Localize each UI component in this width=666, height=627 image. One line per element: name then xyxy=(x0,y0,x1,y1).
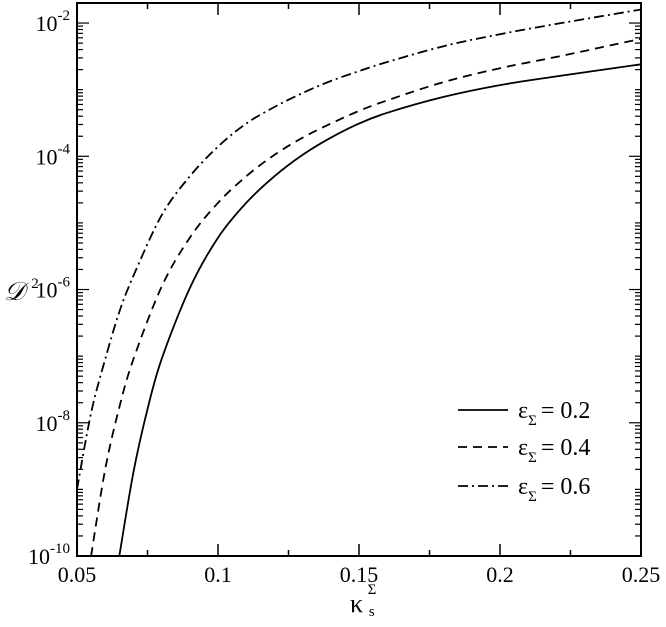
x-tick-label: 0.15 xyxy=(340,562,379,587)
y-tick-label: 10-10 xyxy=(28,541,70,569)
series-lines xyxy=(76,8,642,557)
y-tick-label: 10-8 xyxy=(36,408,71,436)
x-axis-label: κ Σ s xyxy=(350,571,383,620)
y-tick-labels: 10-10 10-8 10-6 10-4 10-2 xyxy=(28,8,70,569)
legend: εΣ = 0.2 εΣ = 0.4 εΣ = 0.6 xyxy=(458,398,590,505)
series-line-3 xyxy=(76,8,642,490)
x-tick-label: 0.05 xyxy=(58,562,97,587)
legend-label-2: εΣ = 0.4 xyxy=(518,435,590,466)
x-tick-label: 0.1 xyxy=(204,562,232,587)
y-tick-label: 10-4 xyxy=(36,141,71,169)
series-line-1 xyxy=(118,63,642,557)
y-axis-label: 𝒟 2 xyxy=(4,276,39,306)
legend-label-3: εΣ = 0.6 xyxy=(518,474,590,505)
y-tick-label: 10-2 xyxy=(36,8,71,36)
legend-label-1: εΣ = 0.2 xyxy=(518,398,590,429)
series-line-2 xyxy=(90,37,642,557)
x-tick-label: 0.25 xyxy=(622,562,661,587)
x-tick-label: 0.2 xyxy=(486,562,514,587)
plot-frame xyxy=(76,2,642,557)
x-tick-labels: 0.05 0.1 0.15 0.2 0.25 xyxy=(58,562,661,587)
y-tick-label: 10-6 xyxy=(36,275,71,303)
